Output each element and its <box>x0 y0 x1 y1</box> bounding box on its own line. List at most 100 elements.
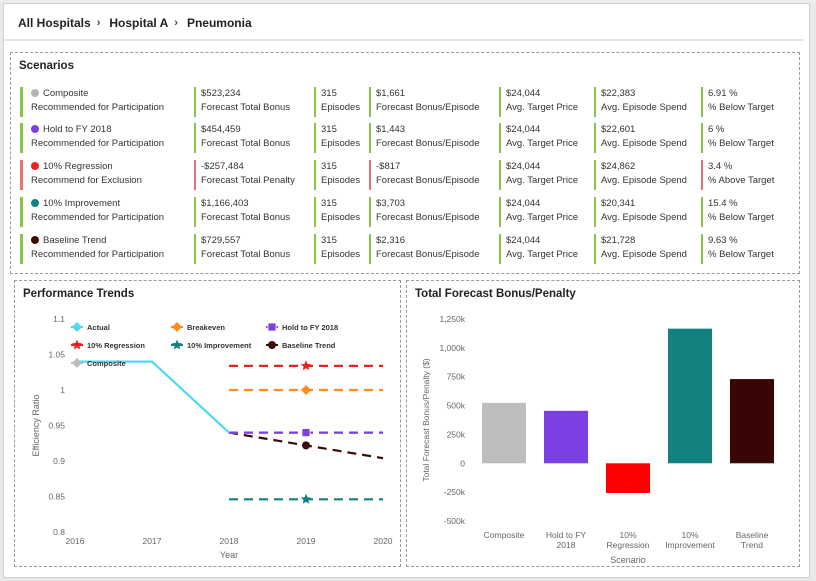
legend-marker-hold-to-fy-2018 <box>267 322 277 332</box>
scenario-recommendation: Recommended for Participation <box>31 249 165 260</box>
scenario-pct-cell: 15.4 % % Below Target <box>701 197 795 227</box>
bar-baseline-trend[interactable] <box>730 379 774 464</box>
y-tick-label: 0 <box>460 458 465 468</box>
scenario-total-label: Forecast Total Bonus <box>201 212 291 223</box>
scenario-recommendation: Recommended for Participation <box>31 212 165 223</box>
scenario-spend-value: $24,862 <box>601 161 636 172</box>
bar-10-regression[interactable] <box>606 463 650 494</box>
x-tick-label: 2016 <box>66 536 85 546</box>
scenario-per-episode-cell: $1,443 Forecast Bonus/Episode <box>369 123 499 153</box>
series-baseline-trend <box>228 431 384 460</box>
series-breakeven <box>229 385 383 395</box>
scenario-total-value: -$257,484 <box>201 161 244 172</box>
scenario-row-baseline-trend[interactable]: Baseline Trend Recommended for Participat… <box>20 234 795 264</box>
legend-label: Breakeven <box>187 323 225 332</box>
scenario-row-hold-to-fy-2018[interactable]: Hold to FY 2018 Recommended for Participa… <box>20 123 795 153</box>
scenario-episodes-label: Episodes <box>321 249 361 260</box>
legend-item-baseline-trend[interactable]: Baseline Trend <box>266 341 336 350</box>
y-tick-label: 1,000k <box>439 343 465 353</box>
scenario-target-price-value: $24,044 <box>506 198 541 209</box>
scenario-total-cell: $1,166,403 Forecast Total Bonus <box>194 197 314 227</box>
scenario-total-label: Forecast Total Bonus <box>201 102 291 113</box>
bar-hold-to-fy-2018[interactable] <box>544 410 588 464</box>
trend-legend: Actual Breakeven Hold to FY 2018 10% Regres… <box>71 322 338 368</box>
x-axis-title: Scenario <box>610 555 646 565</box>
scenario-spend-cell: $24,862 Avg. Episode Spend <box>594 160 701 190</box>
scenario-per-episode-value: $3,703 <box>376 198 406 209</box>
legend-label: Composite <box>87 359 126 368</box>
x-tick-label: Hold to FY 2018 <box>546 530 586 550</box>
data-point-baseline-trend[interactable] <box>302 441 310 450</box>
scenario-target-price-label: Avg. Target Price <box>506 175 578 186</box>
data-point-10-regression[interactable] <box>300 360 312 371</box>
x-tick-label: 2020 <box>374 536 393 546</box>
y-tick-label: 750k <box>447 372 466 382</box>
scenario-name-cell: 10% Improvement Recommended for Participa… <box>20 197 194 227</box>
scenario-spend-value: $22,383 <box>601 88 636 99</box>
y-tick-label: 0.8 <box>53 527 65 537</box>
scenario-target-price-value: $24,044 <box>506 88 541 99</box>
series-10-regression <box>229 360 383 371</box>
data-point-hold-to-fy-2018[interactable] <box>301 428 311 438</box>
legend-label: Actual <box>87 323 110 332</box>
scenario-recommendation: Recommended for Participation <box>31 138 165 149</box>
scenario-color-dot <box>31 125 39 133</box>
scenario-total-value: $523,234 <box>201 88 241 99</box>
scenario-target-price-label: Avg. Target Price <box>506 102 578 113</box>
series-actual <box>75 360 230 434</box>
scenario-total-value: $729,557 <box>201 235 241 246</box>
scenario-episodes-label: Episodes <box>321 138 361 149</box>
bonus-penalty-title: Total Forecast Bonus/Penalty <box>415 288 576 300</box>
legend-item-breakeven[interactable]: Breakeven <box>171 322 225 332</box>
legend-item-10-improvement[interactable]: 10% Improvement <box>171 339 252 351</box>
scenario-row-10-improvement[interactable]: 10% Improvement Recommended for Participa… <box>20 197 795 227</box>
scenario-per-episode-value: $1,661 <box>376 88 406 99</box>
legend-item-10-regression[interactable]: 10% Regression <box>71 339 145 351</box>
scenario-total-cell: $523,234 Forecast Total Bonus <box>194 87 314 117</box>
scenario-name: Baseline Trend <box>43 235 107 246</box>
breadcrumb-all-hospitals[interactable]: All Hospitals <box>18 16 91 30</box>
scenario-pct-cell: 3.4 % % Above Target <box>701 160 795 190</box>
scenario-row-composite[interactable]: Composite Recommended for Participation $… <box>20 87 795 117</box>
y-tick-label: 250k <box>447 429 466 439</box>
scenario-row-10-regression[interactable]: 10% Regression Recommend for Exclusion -$… <box>20 160 795 190</box>
legend-item-composite[interactable]: Composite <box>71 358 126 368</box>
scenario-spend-label: Avg. Episode Spend <box>601 249 687 260</box>
scenario-target-price-label: Avg. Target Price <box>506 138 578 149</box>
x-tick-label: 2017 <box>143 536 162 546</box>
scenario-spend-value: $22,601 <box>601 124 636 135</box>
series-line-actual[interactable] <box>75 360 230 434</box>
scenario-recommendation: Recommend for Exclusion <box>31 175 142 186</box>
scenario-recommendation: Recommended for Participation <box>31 102 165 113</box>
scenario-per-episode-cell: $2,316 Forecast Bonus/Episode <box>369 234 499 264</box>
bar-composite[interactable] <box>482 402 526 464</box>
legend-item-hold-to-fy-2018[interactable]: Hold to FY 2018 <box>266 322 338 332</box>
window-top-strip <box>0 0 816 4</box>
legend-marker-composite <box>72 358 82 368</box>
scenario-per-episode-cell: $3,703 Forecast Bonus/Episode <box>369 197 499 227</box>
scenario-color-dot <box>31 199 39 207</box>
data-point-10-improvement[interactable] <box>300 493 312 504</box>
x-tick-label: Baseline Trend <box>736 530 769 550</box>
scenario-target-price-label: Avg. Target Price <box>506 249 578 260</box>
series-hold-to-fy-2018 <box>229 428 383 438</box>
legend-item-actual[interactable]: Actual <box>71 322 110 332</box>
bar-10-improvement[interactable] <box>668 328 712 464</box>
breadcrumb-hospital-a[interactable]: Hospital A <box>109 16 169 30</box>
scenario-pct-label: % Below Target <box>708 102 774 113</box>
scenario-target-price-cell: $24,044 Avg. Target Price <box>499 234 594 264</box>
legend-marker-breakeven <box>172 322 182 332</box>
scenario-pct-label: % Below Target <box>708 212 774 223</box>
x-axis-title: Year <box>220 550 238 560</box>
data-point-breakeven[interactable] <box>301 385 311 395</box>
legend-marker-baseline-trend <box>268 341 276 349</box>
scenario-pct-cell: 6.91 % % Below Target <box>701 87 795 117</box>
scenario-per-episode-cell: -$817 Forecast Bonus/Episode <box>369 160 499 190</box>
scenario-total-label: Forecast Total Penalty <box>201 175 295 186</box>
performance-trends-panel: Performance Trends 0.8 0.85 0.9 0.95 1 1.05 1.… <box>14 280 401 567</box>
scenario-spend-value: $20,341 <box>601 198 636 209</box>
scenarios-title: Scenarios <box>19 60 74 72</box>
legend-marker-10-improvement <box>171 339 183 350</box>
scenario-episodes-label: Episodes <box>321 175 361 186</box>
scenario-per-episode-cell: $1,661 Forecast Bonus/Episode <box>369 87 499 117</box>
